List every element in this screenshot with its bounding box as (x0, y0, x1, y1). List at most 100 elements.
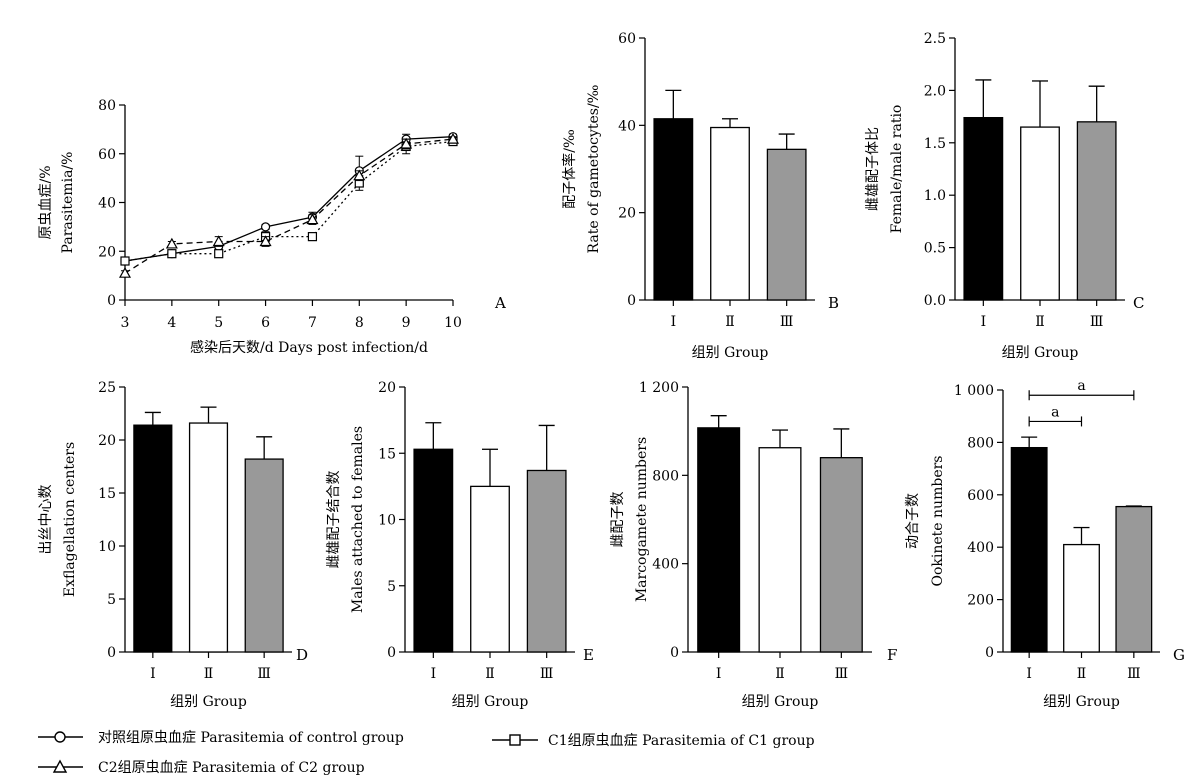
y-tick-label: 15 (98, 486, 116, 502)
bar-1 (653, 118, 694, 301)
data-point (167, 249, 177, 259)
x-axis-label: 组别 Group (1043, 694, 1120, 710)
circle-marker-icon (54, 731, 66, 743)
x-tick-label: Ⅲ (1127, 666, 1141, 682)
y-tick-label: 20 (98, 433, 116, 449)
panel-letter: A (494, 294, 506, 312)
data-point (165, 237, 178, 249)
y-tick-label: 0.0 (924, 293, 946, 309)
bar-3 (1115, 505, 1153, 653)
y-axis-label-cn: 雌雄配子结合数 (326, 471, 342, 569)
y-axis-label-cn: 出丝中心数 (38, 485, 54, 555)
bar-3 (244, 458, 284, 653)
y-tick-label: 0 (627, 293, 636, 309)
y-tick-label: 1.5 (924, 136, 946, 152)
y-tick-label: 0 (985, 645, 994, 661)
x-tick-label: Ⅱ (485, 666, 495, 682)
legend-label-control: 对照组原虫血症 Parasitemia of control group (98, 730, 404, 746)
significance-label: a (1051, 404, 1059, 420)
panel-letter: E (583, 646, 594, 664)
data-point (307, 232, 318, 242)
y-tick-label: 5 (387, 579, 396, 595)
bar-1 (1010, 446, 1048, 653)
y-tick-label: 0 (387, 645, 396, 661)
x-axis-label: 组别 Group (170, 694, 247, 710)
legend-label-c1: C1组原虫血症 Parasitemia of C1 group (548, 733, 815, 749)
y-tick-label: 10 (98, 539, 116, 555)
legend-label-c2: C2组原虫血症 Parasitemia of C2 group (98, 760, 365, 776)
y-axis-label-en: Marcogamete numbers (634, 437, 650, 602)
x-tick-label: Ⅲ (257, 666, 271, 682)
x-tick-label: Ⅱ (1077, 666, 1087, 682)
x-tick-label: 6 (261, 315, 270, 331)
data-point (120, 256, 130, 266)
data-point (446, 132, 460, 144)
y-tick-label: 800 (652, 468, 679, 484)
chart-panel-e: 0 5 10 15 20 雌雄配子结合数 Males attached to females… (326, 380, 594, 710)
data-point (260, 222, 271, 232)
y-tick-label: 1 000 (954, 383, 994, 399)
y-tick-label: 2.5 (924, 31, 946, 47)
y-axis-label-en: Female/male ratio (889, 105, 905, 234)
significance-label: a (1077, 378, 1085, 394)
data-point (214, 249, 224, 259)
square-marker-icon (509, 734, 521, 746)
x-axis-label: 组别 Group (742, 694, 819, 710)
data-point (259, 235, 272, 247)
y-tick-label: 60 (98, 147, 116, 163)
x-tick-label: Ⅰ (150, 666, 156, 682)
x-tick-label: Ⅲ (540, 666, 554, 682)
y-tick-label: 20 (618, 206, 636, 222)
chart-panel-d: 0 5 10 15 20 25 出丝中心数 Exflagellation centers 组别 … (38, 380, 308, 710)
y-tick-label: 400 (652, 557, 679, 573)
bar-1 (697, 427, 741, 653)
y-axis-label-en: Ookinete numbers (930, 456, 946, 587)
triangle-marker-icon (52, 759, 68, 773)
y-tick-label: 0 (107, 293, 116, 309)
bar-3 (526, 469, 567, 653)
y-tick-label: 0 (670, 645, 679, 661)
x-tick-label: 10 (444, 315, 462, 331)
y-tick-label: 800 (967, 435, 994, 451)
y-tick-label: 60 (618, 31, 636, 47)
x-tick-label: 3 (121, 315, 130, 331)
data-point (118, 266, 132, 278)
x-tick-label: Ⅱ (204, 666, 214, 682)
x-tick-label: Ⅲ (835, 666, 849, 682)
bar-2 (758, 447, 802, 653)
panel-letter: B (828, 294, 839, 312)
legend-item-control: 对照组原虫血症 Parasitemia of control group (38, 730, 404, 746)
y-tick-label: 2.0 (924, 83, 946, 99)
x-tick-label: 7 (308, 315, 317, 331)
panel-letter: C (1133, 294, 1144, 312)
x-tick-label: Ⅲ (1090, 314, 1104, 330)
y-tick-label: 80 (98, 98, 116, 114)
bar-2 (710, 126, 750, 301)
y-tick-label: 20 (98, 244, 116, 260)
x-tick-label: Ⅱ (775, 666, 785, 682)
y-axis-label-cn: 原虫血症/% (38, 165, 54, 239)
bar-1 (133, 424, 173, 653)
y-axis-label-cn: 雌雄配子体比 (865, 127, 881, 211)
y-tick-label: 600 (967, 488, 994, 504)
y-tick-label: 5 (107, 592, 116, 608)
y-tick-label: 40 (98, 196, 116, 212)
x-tick-label: Ⅰ (1026, 666, 1032, 682)
series-3 (118, 132, 460, 278)
series-line (124, 138, 454, 274)
y-tick-label: 40 (618, 118, 636, 134)
chart-panel-b: 0 20 40 60 配子体率/‰ Rate of gametocytes/‰ 组别 Gro… (561, 31, 839, 361)
x-tick-label: 4 (167, 315, 176, 331)
chart-panel-g: 0 200 400 600 800 1 000 动合子数 Ookinete numbers 组别… (905, 378, 1185, 710)
y-axis-label-cn: 雌配子数 (610, 492, 626, 548)
bar-3 (1076, 121, 1117, 301)
panel-letter: G (1173, 646, 1185, 664)
x-axis-label: 组别 Group (1002, 345, 1079, 361)
x-tick-label: Ⅱ (725, 314, 735, 330)
x-tick-label: 9 (402, 315, 411, 331)
data-point (306, 213, 319, 225)
x-tick-label: 8 (355, 315, 364, 331)
y-axis-label-en: Rate of gametocytes/‰ (586, 84, 602, 253)
bar-2 (188, 422, 229, 653)
